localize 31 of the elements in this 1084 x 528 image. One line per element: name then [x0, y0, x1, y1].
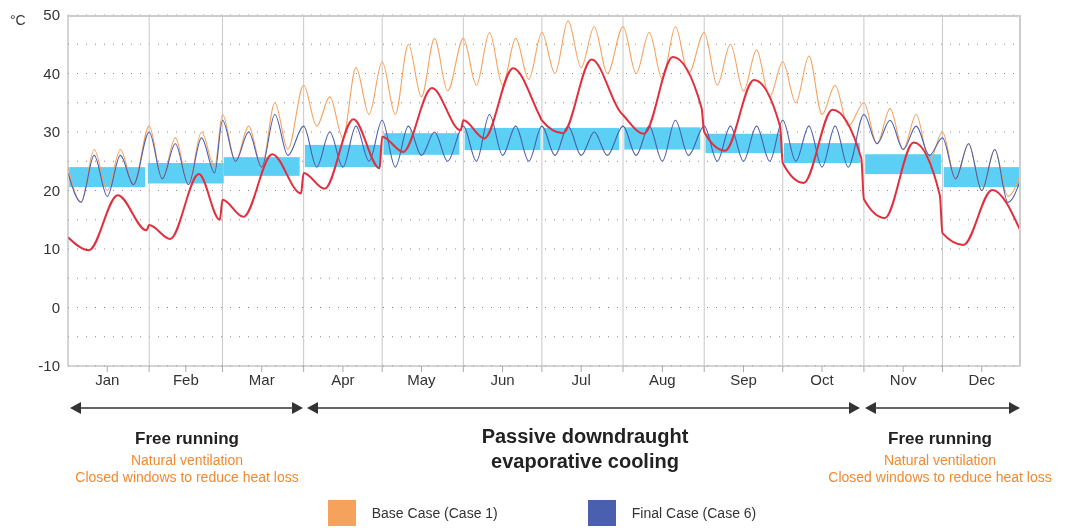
x-tick-label: Oct: [810, 370, 835, 388]
bar: [943, 167, 1020, 187]
text: Closed windows to reduce heat loss: [74, 469, 300, 487]
y-axis-title: °C: [10, 12, 26, 28]
y-tick-label: 0: [51, 298, 60, 316]
text: Passive downdraught evaporative cooling: [480, 424, 690, 474]
text: Natural ventilation: [882, 452, 998, 470]
y-tick-label: 50: [43, 6, 60, 24]
x-tick-label: Jan: [95, 370, 120, 388]
y-tick-label: 20: [43, 181, 60, 199]
text: Free running: [134, 428, 240, 450]
x-tick-label: Aug: [648, 370, 676, 388]
text: Free running: [887, 428, 993, 450]
x-tick-label: Apr: [331, 370, 355, 388]
text: Natural ventilation: [129, 452, 245, 470]
x-tick-label: Jul: [571, 370, 591, 388]
y-tick-label: 30: [43, 123, 60, 141]
y-tick-label: 10: [43, 240, 60, 258]
y-tick-label: 40: [43, 64, 60, 82]
x-tick-label: Mar: [248, 370, 275, 388]
x-tick-label: Dec: [968, 370, 996, 388]
legend-label: Final Case (Case 6): [631, 505, 757, 521]
bar: [865, 154, 942, 175]
x-tick-label: Jun: [490, 370, 515, 388]
x-tick-label: Nov: [889, 370, 918, 388]
legend-label: Base Case (Case 1): [371, 505, 498, 521]
x-tick-label: May: [407, 370, 437, 388]
text: Closed windows to reduce heat loss: [827, 469, 1053, 487]
x-tick-label: Feb: [172, 370, 199, 388]
y-tick-label: -10: [38, 357, 60, 375]
x-tick-label: Sep: [730, 370, 757, 388]
